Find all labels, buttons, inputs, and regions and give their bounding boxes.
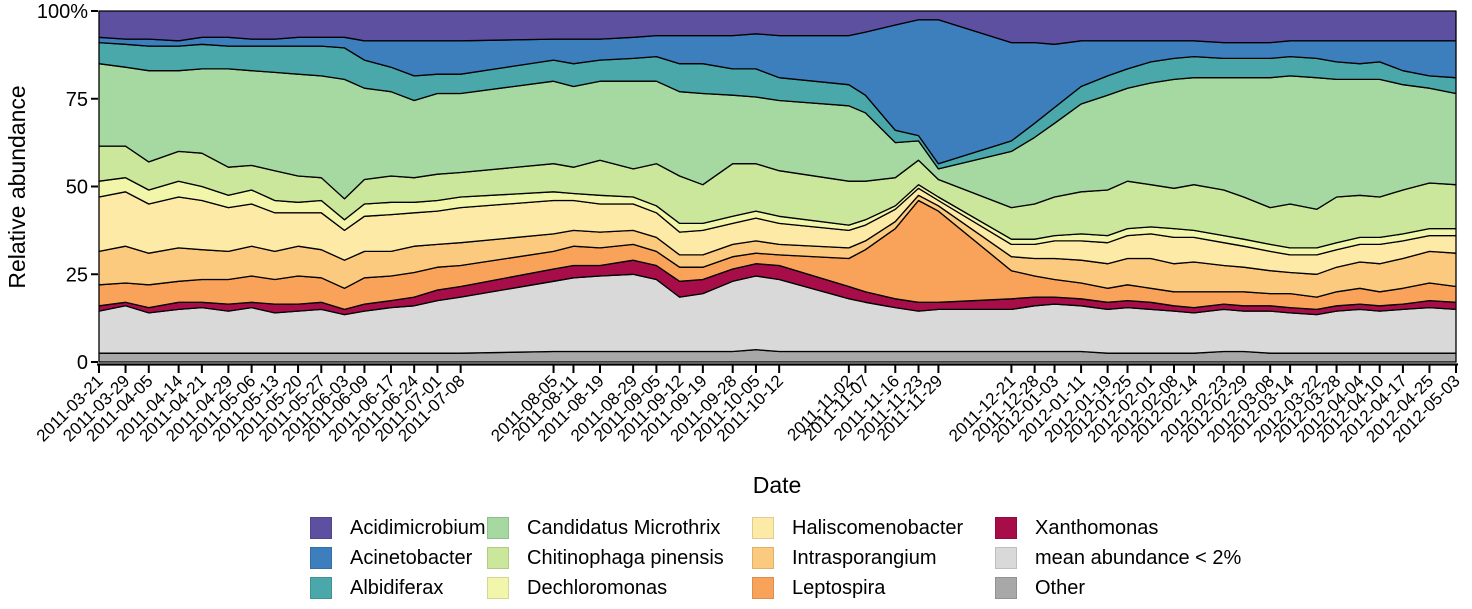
chart-legend: Acidimicrobium Acinetobacter Albidiferax Ca… (0, 505, 1472, 609)
legend-item: Candidatus Microthrix (487, 516, 720, 540)
legend-swatch (310, 517, 332, 539)
legend-swatch (995, 577, 1017, 599)
legend-swatch (487, 547, 509, 569)
legend-label: Acidimicrobium (350, 517, 486, 539)
area-band (98, 10, 1457, 45)
legend-label: Xanthomonas (1035, 517, 1159, 539)
legend-label: Leptospira (792, 577, 886, 599)
y-tick-label: 50 (66, 177, 88, 199)
legend-swatch (752, 517, 774, 539)
legend-label: Candidatus Microthrix (527, 517, 721, 539)
stacked-area-chart: 2011-03-21 2011-03-29 2011-04-05 2011-04-14… (4, 1, 1464, 498)
legend-label: Albidiferax (350, 577, 444, 599)
legend-item: Dechloromonas (487, 576, 667, 600)
legend-item: Albidiferax (310, 576, 443, 600)
x-axis-title: Date (753, 472, 802, 498)
legend-swatch (995, 547, 1017, 569)
area-bands (98, 10, 1457, 363)
legend-item: Other (995, 576, 1085, 600)
chart-canvas: 2011-03-212011-03-292011-04-052011-04-14… (4, 1, 1464, 498)
legend-label: Chitinophaga pinensis (527, 547, 724, 569)
legend-item: Chitinophaga pinensis (487, 546, 724, 570)
legend-swatch (487, 517, 509, 539)
legend-item: mean abundance < 2% (995, 546, 1241, 570)
legend-label: Other (1035, 577, 1086, 599)
y-axis-title: Relative abundance (4, 85, 30, 288)
legend-swatch (752, 547, 774, 569)
legend-swatch (995, 517, 1017, 539)
legend-label: Acinetobacter (350, 547, 473, 569)
legend-item: Leptospira (752, 576, 885, 600)
legend-label: Intrasporangium (792, 547, 937, 569)
y-tick-label: 25 (66, 264, 88, 286)
legend-label: Dechloromonas (527, 577, 668, 599)
y-tick-label: 0 (77, 352, 88, 374)
legend-swatch (310, 547, 332, 569)
legend-swatch (752, 577, 774, 599)
legend-item: Haliscomenobacter (752, 516, 963, 540)
legend-label: mean abundance < 2% (1035, 547, 1242, 569)
legend-item: Intrasporangium (752, 546, 937, 570)
legend-item: Xanthomonas (995, 516, 1158, 540)
legend-swatch (310, 577, 332, 599)
y-tick-label: 75 (66, 89, 88, 111)
y-tick-label: 100% (37, 1, 88, 23)
legend-label: Haliscomenobacter (792, 517, 964, 539)
legend-item: Acidimicrobium (310, 516, 486, 540)
legend-item: Acinetobacter (310, 546, 472, 570)
axes: 2011-03-212011-03-292011-04-052011-04-14… (33, 1, 1464, 446)
legend-swatch (487, 577, 509, 599)
